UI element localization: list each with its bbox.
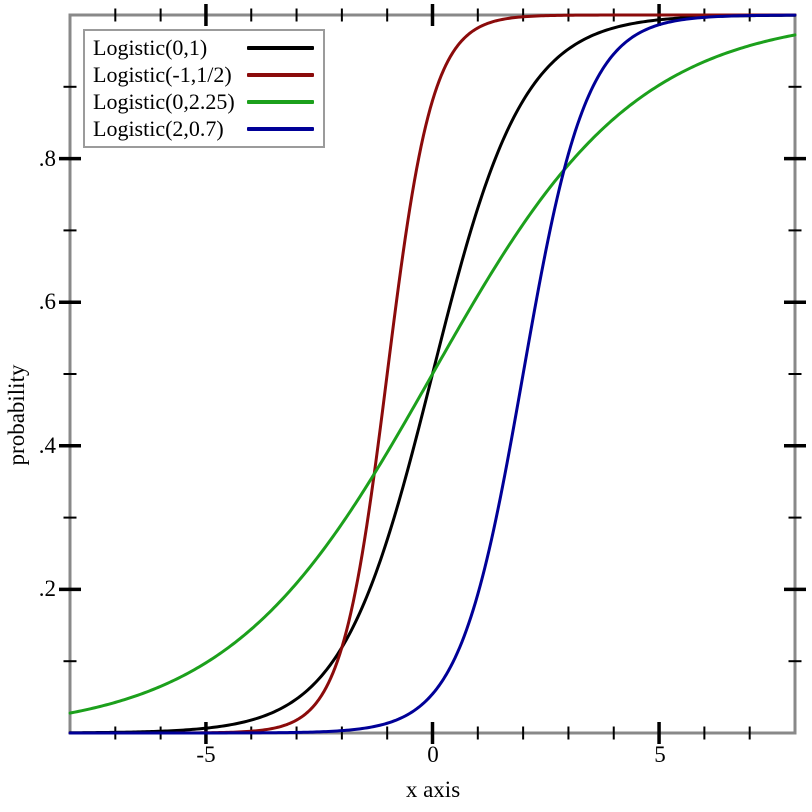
- series-curve: [68, 33, 797, 715]
- y-tick-label: .4: [38, 433, 56, 458]
- x-tick-label: 0: [427, 742, 439, 767]
- legend-item: Logistic(2,0.7): [93, 116, 314, 142]
- legend-item-label: Logistic(0,1): [93, 35, 208, 60]
- y-tick-label: .2: [38, 576, 56, 601]
- legend-item: Logistic(0,2.25): [93, 89, 314, 115]
- legend-line-sample: [247, 100, 314, 104]
- x-tick-label: 5: [654, 742, 666, 767]
- legend-item-label: Logistic(-1,1/2): [93, 62, 232, 87]
- legend-line-sample: [247, 127, 314, 131]
- y-tick-label: .8: [38, 146, 56, 171]
- x-tick-label: -5: [196, 742, 216, 767]
- legend-item: Logistic(0,1): [93, 35, 314, 61]
- x-axis-title: x axis: [405, 777, 461, 802]
- legend-line-sample: [247, 46, 314, 50]
- series-curve: [68, 13, 797, 735]
- y-axis-title: probability: [4, 364, 29, 466]
- legend-item-label: Logistic(0,2.25): [93, 89, 235, 114]
- y-tick-label: .6: [38, 289, 56, 314]
- legend-line-sample: [247, 73, 314, 77]
- legend: Logistic(0,1) Logistic(-1,1/2) Logistic(…: [83, 29, 325, 148]
- legend-item-label: Logistic(2,0.7): [93, 116, 224, 141]
- legend-item: Logistic(-1,1/2): [93, 62, 314, 88]
